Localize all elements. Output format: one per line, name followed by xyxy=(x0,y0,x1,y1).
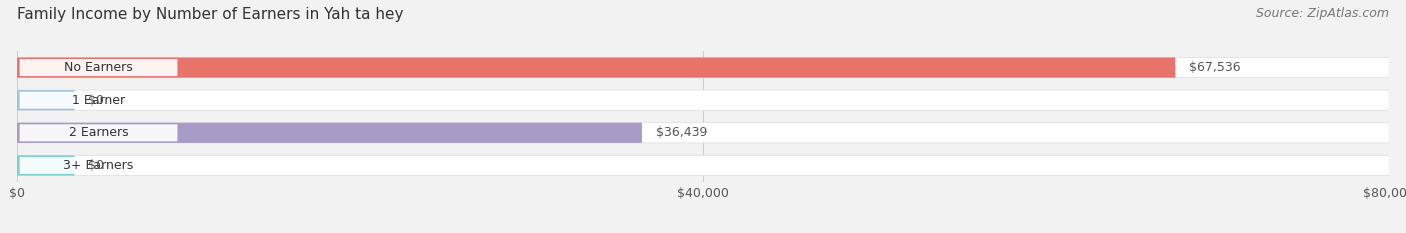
Text: $0: $0 xyxy=(89,94,104,107)
Text: Source: ZipAtlas.com: Source: ZipAtlas.com xyxy=(1256,7,1389,20)
Text: $36,439: $36,439 xyxy=(655,126,707,139)
FancyBboxPatch shape xyxy=(17,90,1389,110)
FancyBboxPatch shape xyxy=(17,155,75,175)
FancyBboxPatch shape xyxy=(20,124,177,141)
Text: 3+ Earners: 3+ Earners xyxy=(63,159,134,172)
FancyBboxPatch shape xyxy=(17,58,1175,78)
FancyBboxPatch shape xyxy=(17,155,1389,175)
Text: 1 Earner: 1 Earner xyxy=(72,94,125,107)
FancyBboxPatch shape xyxy=(20,157,177,174)
Text: Family Income by Number of Earners in Yah ta hey: Family Income by Number of Earners in Ya… xyxy=(17,7,404,22)
FancyBboxPatch shape xyxy=(17,90,75,110)
Text: No Earners: No Earners xyxy=(65,61,134,74)
Text: 2 Earners: 2 Earners xyxy=(69,126,128,139)
FancyBboxPatch shape xyxy=(17,123,1389,143)
FancyBboxPatch shape xyxy=(20,59,177,76)
FancyBboxPatch shape xyxy=(17,123,643,143)
Text: $67,536: $67,536 xyxy=(1189,61,1240,74)
FancyBboxPatch shape xyxy=(20,92,177,109)
FancyBboxPatch shape xyxy=(17,58,1389,78)
Text: $0: $0 xyxy=(89,159,104,172)
